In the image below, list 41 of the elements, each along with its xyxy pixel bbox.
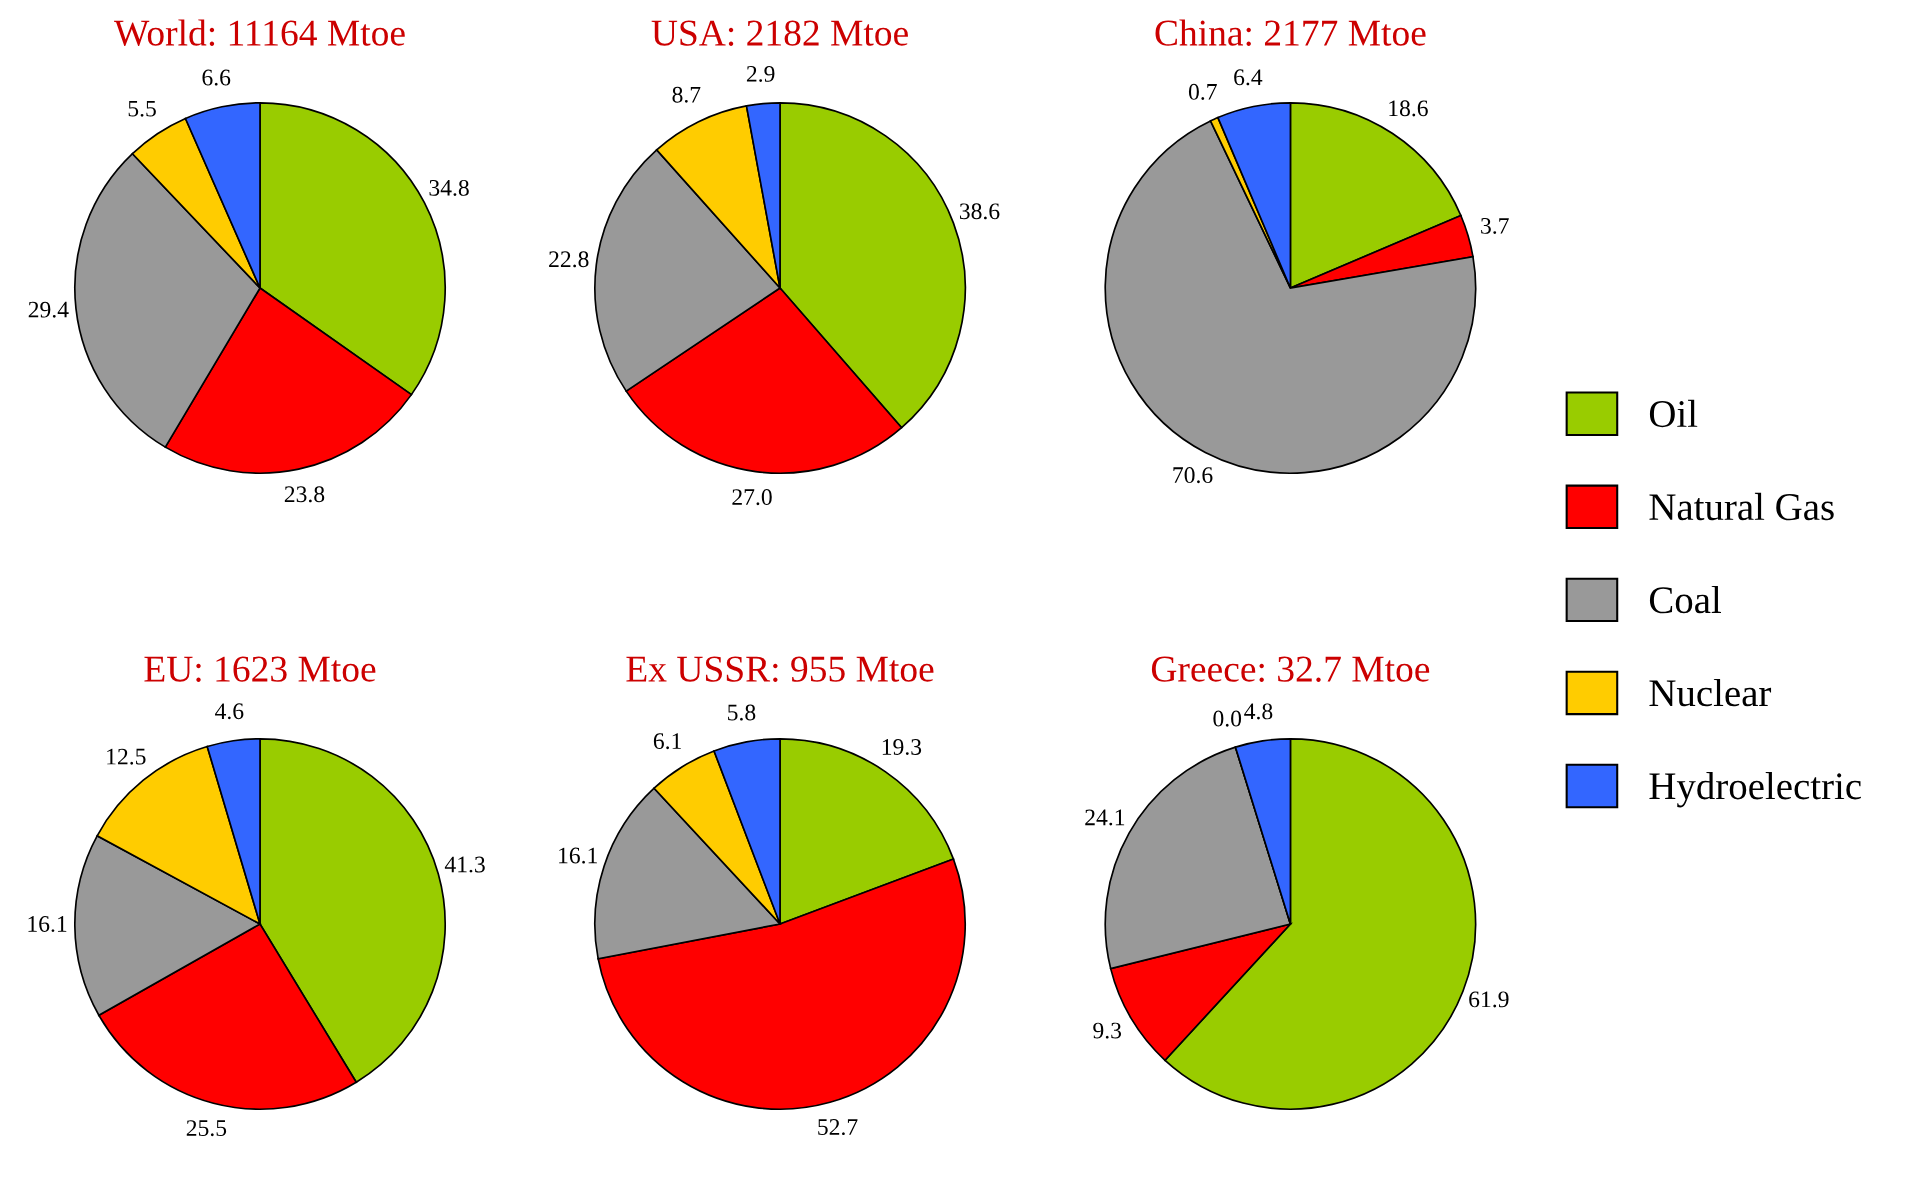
chart-title: China: 2177 Mtoe	[1155, 19, 1426, 46]
data-label: 3.7	[1481, 217, 1509, 234]
data-label: 6.4	[1234, 69, 1263, 86]
text: 0.0	[1213, 710, 1242, 727]
chart-title: EU: 1623 Mtoe	[144, 656, 376, 682]
data-label: 27.0	[732, 489, 772, 506]
data-label: 6.1	[653, 733, 681, 750]
data-label: 8.7	[672, 86, 701, 103]
data-label: 25.5	[186, 1120, 227, 1137]
data-label: 18.6	[1389, 100, 1428, 117]
data-label: 16.1	[559, 847, 597, 864]
chart-title: Greece: 32.7 Mtoe	[1151, 656, 1430, 682]
data-label: 2.9	[746, 65, 775, 82]
data-label: 16.1	[28, 916, 67, 933]
data-label: 23.8	[284, 486, 325, 503]
data-label: 0.7	[1188, 83, 1217, 100]
data-label: 38.6	[959, 203, 1000, 220]
data-label: 61.9	[1469, 991, 1509, 1008]
data-label: 24.1	[1085, 809, 1125, 826]
legend-label: Hydroelectric	[1649, 772, 1861, 808]
data-label: 70.6	[1173, 467, 1213, 484]
chart-title: Ex USSR: 955 Mtoe	[626, 656, 934, 682]
legend-label: Oil	[1649, 399, 1698, 428]
data-label: 5.5	[128, 100, 156, 117]
data-label: 12.5	[107, 748, 146, 765]
data-label: 6.6	[202, 69, 231, 86]
data-label: 9.3	[1093, 1022, 1122, 1039]
data-label: 22.8	[549, 251, 589, 268]
data-label: 34.8	[429, 179, 469, 196]
data-label: 4.6	[215, 703, 244, 720]
legend-label: Nuclear	[1649, 678, 1772, 707]
chart-title: USA: 2182 Mtoe	[651, 20, 908, 46]
data-label: 41.3	[444, 856, 485, 873]
data-label: 4.8	[1244, 703, 1273, 720]
chart-title: World: 11164 Mtoe	[114, 19, 405, 46]
legend-label: Coal	[1649, 585, 1721, 614]
data-label: 5.8	[728, 704, 756, 721]
data-label: 19.3	[882, 739, 922, 756]
data-label: 52.7	[818, 1119, 858, 1136]
legend-label: Natural Gas	[1649, 492, 1834, 521]
data-label: 29.4	[28, 301, 69, 318]
